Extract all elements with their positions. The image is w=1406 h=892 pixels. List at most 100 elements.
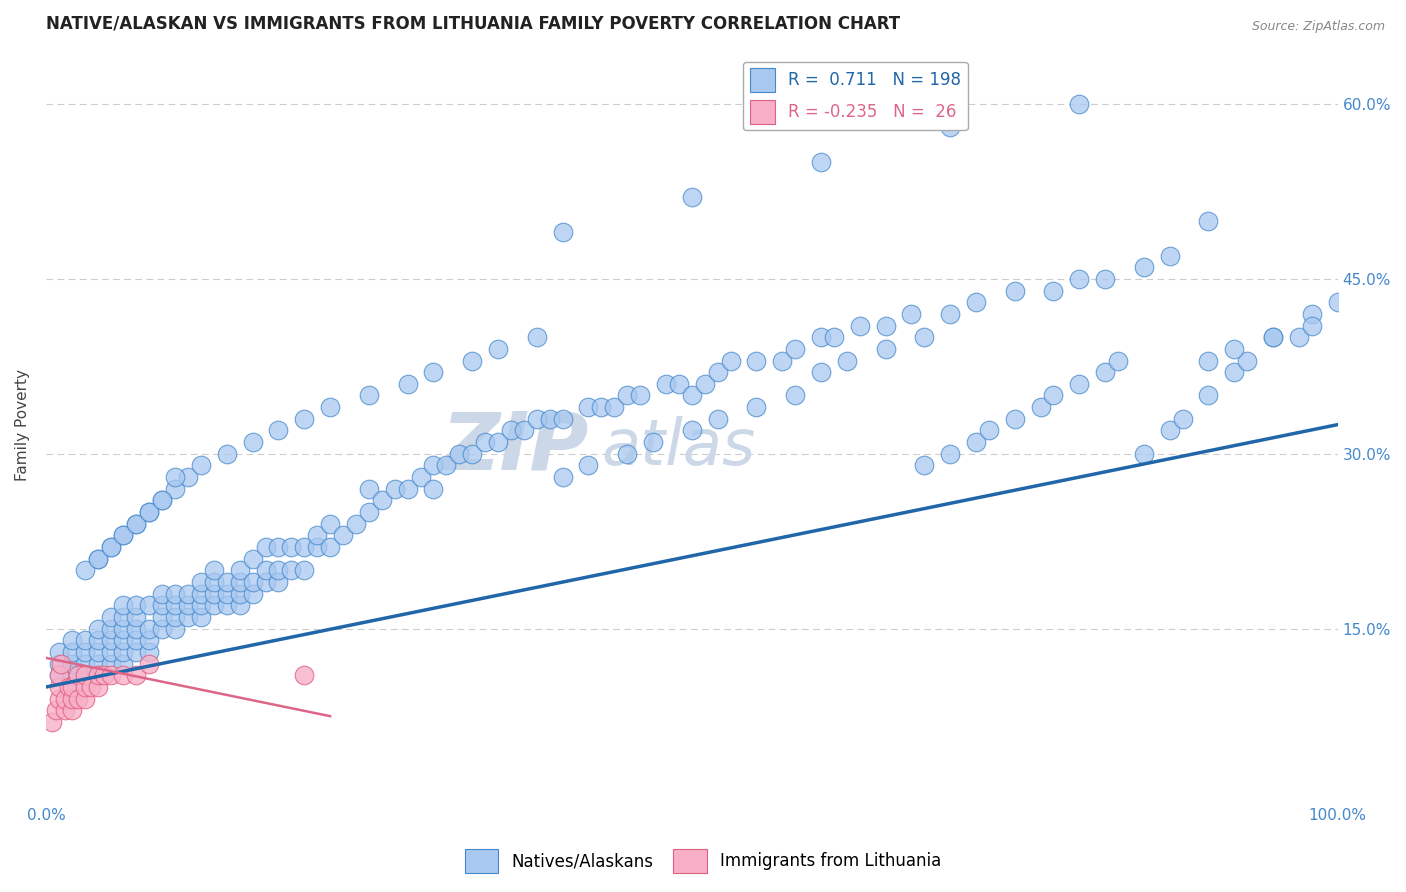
- Point: [112, 645, 135, 659]
- Point: [591, 400, 613, 414]
- Point: [53, 703, 76, 717]
- Point: [578, 400, 600, 414]
- Point: [73, 645, 96, 659]
- Point: [1261, 330, 1284, 344]
- Point: [125, 610, 148, 624]
- Point: [86, 680, 108, 694]
- Point: [254, 575, 277, 590]
- Point: [150, 493, 173, 508]
- Point: [720, 353, 742, 368]
- Point: [1042, 284, 1064, 298]
- Point: [912, 330, 935, 344]
- Point: [526, 412, 548, 426]
- Point: [1198, 353, 1220, 368]
- Point: [706, 365, 728, 379]
- Point: [668, 376, 690, 391]
- Point: [1069, 376, 1091, 391]
- Point: [60, 657, 83, 671]
- Point: [357, 482, 380, 496]
- Point: [357, 388, 380, 402]
- Point: [242, 551, 264, 566]
- Point: [785, 388, 807, 402]
- Point: [190, 458, 212, 473]
- Point: [280, 563, 302, 577]
- Point: [875, 342, 897, 356]
- Point: [292, 668, 315, 682]
- Point: [578, 458, 600, 473]
- Point: [1042, 388, 1064, 402]
- Point: [1198, 388, 1220, 402]
- Point: [770, 353, 793, 368]
- Point: [80, 680, 103, 694]
- Point: [73, 563, 96, 577]
- Point: [60, 703, 83, 717]
- Point: [344, 516, 367, 531]
- Point: [125, 645, 148, 659]
- Point: [165, 610, 187, 624]
- Point: [100, 540, 122, 554]
- Point: [551, 470, 574, 484]
- Point: [138, 505, 160, 519]
- Point: [292, 412, 315, 426]
- Point: [215, 587, 238, 601]
- Point: [73, 668, 96, 682]
- Point: [499, 424, 522, 438]
- Point: [1301, 318, 1323, 333]
- Point: [150, 610, 173, 624]
- Point: [513, 424, 536, 438]
- Point: [292, 563, 315, 577]
- Point: [292, 540, 315, 554]
- Point: [86, 668, 108, 682]
- Point: [280, 540, 302, 554]
- Point: [177, 470, 200, 484]
- Point: [190, 587, 212, 601]
- Point: [138, 645, 160, 659]
- Point: [486, 435, 509, 450]
- Point: [254, 563, 277, 577]
- Point: [655, 376, 678, 391]
- Point: [138, 657, 160, 671]
- Point: [138, 505, 160, 519]
- Text: atlas: atlas: [602, 417, 755, 478]
- Point: [810, 365, 832, 379]
- Point: [48, 668, 70, 682]
- Text: Source: ZipAtlas.com: Source: ZipAtlas.com: [1251, 20, 1385, 33]
- Point: [835, 353, 858, 368]
- Point: [60, 633, 83, 648]
- Point: [112, 528, 135, 542]
- Point: [319, 516, 342, 531]
- Point: [1094, 272, 1116, 286]
- Point: [112, 599, 135, 613]
- Point: [177, 599, 200, 613]
- Point: [150, 493, 173, 508]
- Point: [51, 657, 73, 671]
- Point: [100, 657, 122, 671]
- Point: [267, 575, 290, 590]
- Point: [60, 668, 83, 682]
- Point: [215, 447, 238, 461]
- Point: [1094, 365, 1116, 379]
- Point: [422, 365, 444, 379]
- Point: [1326, 295, 1348, 310]
- Point: [125, 668, 148, 682]
- Point: [215, 575, 238, 590]
- Point: [60, 691, 83, 706]
- Point: [190, 610, 212, 624]
- Point: [641, 435, 664, 450]
- Point: [86, 657, 108, 671]
- Point: [45, 703, 67, 717]
- Point: [912, 458, 935, 473]
- Point: [242, 587, 264, 601]
- Legend: R =  0.711   N = 198, R = -0.235   N =  26: R = 0.711 N = 198, R = -0.235 N = 26: [742, 62, 967, 130]
- Point: [86, 622, 108, 636]
- Point: [67, 668, 90, 682]
- Point: [202, 575, 225, 590]
- Point: [202, 563, 225, 577]
- Point: [848, 318, 870, 333]
- Point: [939, 447, 962, 461]
- Point: [1198, 213, 1220, 227]
- Point: [461, 353, 484, 368]
- Point: [628, 388, 651, 402]
- Point: [48, 691, 70, 706]
- Point: [745, 353, 768, 368]
